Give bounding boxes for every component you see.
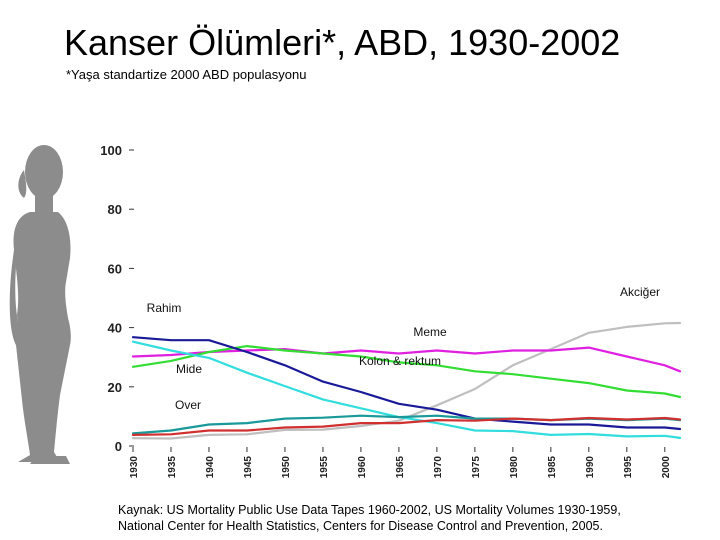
y-tick-label-100: 100 bbox=[100, 143, 122, 158]
y-tick-label-40: 40 bbox=[108, 321, 122, 336]
x-tick-label-2000: 2000 bbox=[661, 456, 672, 479]
series-line-meme bbox=[131, 346, 682, 373]
y-tick-label-80: 80 bbox=[108, 202, 122, 217]
y-axis: 0 20 40 60 80 100 bbox=[100, 143, 134, 454]
x-tick-label-1975: 1975 bbox=[471, 456, 482, 479]
x-tick-label-1995: 1995 bbox=[623, 456, 634, 479]
x-tick-label-1980: 1980 bbox=[509, 456, 520, 479]
x-tick-label-1970: 1970 bbox=[433, 456, 444, 479]
series-line-7 bbox=[131, 416, 682, 436]
series-line-rahim bbox=[131, 340, 682, 439]
series-label-akciğer: Akciğer bbox=[620, 285, 660, 299]
series-label-rahim: Rahim bbox=[147, 301, 182, 315]
chart-subtitle: *Yaşa standartize 2000 ABD populasyonu bbox=[66, 67, 307, 82]
x-tick-label-1930: 1930 bbox=[129, 456, 140, 479]
x-tick-label-1950: 1950 bbox=[281, 456, 292, 479]
y-tick-label-20: 20 bbox=[108, 380, 122, 395]
series-line-mide bbox=[131, 336, 682, 431]
x-tick-label-1990: 1990 bbox=[585, 456, 596, 479]
series-label-over: Over bbox=[175, 398, 201, 412]
y-tick-label-0: 0 bbox=[115, 439, 122, 454]
source-line-1: Kaynak: US Mortality Public Use Data Tap… bbox=[118, 503, 621, 517]
series-label-mide: Mide bbox=[176, 362, 202, 376]
series-label-meme: Meme bbox=[413, 325, 447, 339]
chart-title: Kanser Ölümleri*, ABD, 1930-2002 bbox=[64, 22, 621, 63]
source-line-2: National Center for Health Statistics, C… bbox=[118, 519, 603, 533]
x-tick-label-1945: 1945 bbox=[243, 456, 254, 479]
x-tick-label-1955: 1955 bbox=[319, 456, 330, 479]
series-line-kolon-rektum bbox=[131, 345, 682, 399]
series-labels: Akciğer Meme Kolon & rektum Mide Rahim Over bbox=[147, 285, 660, 412]
woman-silhouette-icon bbox=[9, 145, 71, 464]
x-tick-label-1960: 1960 bbox=[357, 456, 368, 479]
y-tick-label-60: 60 bbox=[108, 261, 122, 276]
series-line-akciğer bbox=[131, 321, 682, 440]
x-axis: 1930 1935 1940 1945 1950 1955 1960 1965 1970 1975… bbox=[129, 447, 672, 478]
x-tick-label-1940: 1940 bbox=[205, 456, 216, 479]
cancer-deaths-chart: 0 20 40 60 80 100 1930 1935 1940 1945 1950 1955 196… bbox=[9, 143, 682, 478]
x-tick-label-1965: 1965 bbox=[395, 456, 406, 479]
source-note: Kaynak: US Mortality Public Use Data Tap… bbox=[118, 502, 708, 534]
series-lines bbox=[131, 321, 682, 440]
series-label-kolon-rektum: Kolon & rektum bbox=[359, 354, 441, 368]
x-tick-label-1985: 1985 bbox=[547, 456, 558, 479]
x-tick-label-1935: 1935 bbox=[167, 456, 178, 479]
